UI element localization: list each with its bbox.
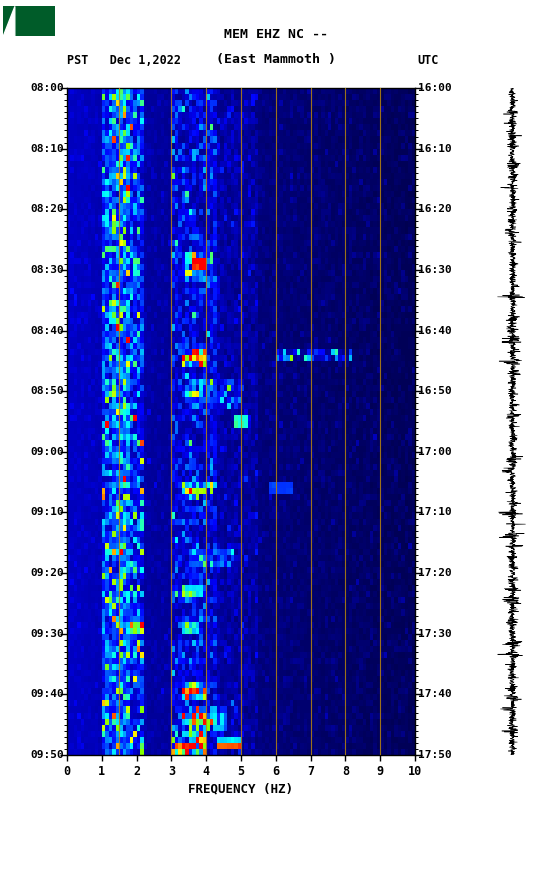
Text: (East Mammoth ): (East Mammoth ) <box>216 54 336 66</box>
Text: 17:00: 17:00 <box>418 446 452 457</box>
Text: 08:10: 08:10 <box>30 144 64 154</box>
Text: 09:40: 09:40 <box>30 689 64 699</box>
Text: 09:20: 09:20 <box>30 568 64 578</box>
Text: 09:50: 09:50 <box>30 750 64 760</box>
Text: 16:50: 16:50 <box>418 386 452 396</box>
Text: PST   Dec 1,2022: PST Dec 1,2022 <box>67 54 181 66</box>
Text: 09:10: 09:10 <box>30 507 64 517</box>
Text: MEM EHZ NC --: MEM EHZ NC -- <box>224 29 328 41</box>
Text: 09:00: 09:00 <box>30 446 64 457</box>
Text: 16:10: 16:10 <box>418 144 452 154</box>
Text: 17:50: 17:50 <box>418 750 452 760</box>
X-axis label: FREQUENCY (HZ): FREQUENCY (HZ) <box>188 782 294 796</box>
Text: 17:20: 17:20 <box>418 568 452 578</box>
Text: 08:00: 08:00 <box>30 83 64 93</box>
Text: 08:50: 08:50 <box>30 386 64 396</box>
Text: 17:10: 17:10 <box>418 507 452 517</box>
Text: UTC: UTC <box>418 54 439 66</box>
Text: 08:40: 08:40 <box>30 326 64 336</box>
Text: 16:40: 16:40 <box>418 326 452 336</box>
Text: 16:00: 16:00 <box>418 83 452 93</box>
Text: 16:30: 16:30 <box>418 265 452 275</box>
Text: 08:30: 08:30 <box>30 265 64 275</box>
Text: 16:20: 16:20 <box>418 204 452 214</box>
Text: 09:30: 09:30 <box>30 629 64 638</box>
Text: 17:40: 17:40 <box>418 689 452 699</box>
Text: 17:30: 17:30 <box>418 629 452 638</box>
Text: 08:20: 08:20 <box>30 204 64 214</box>
